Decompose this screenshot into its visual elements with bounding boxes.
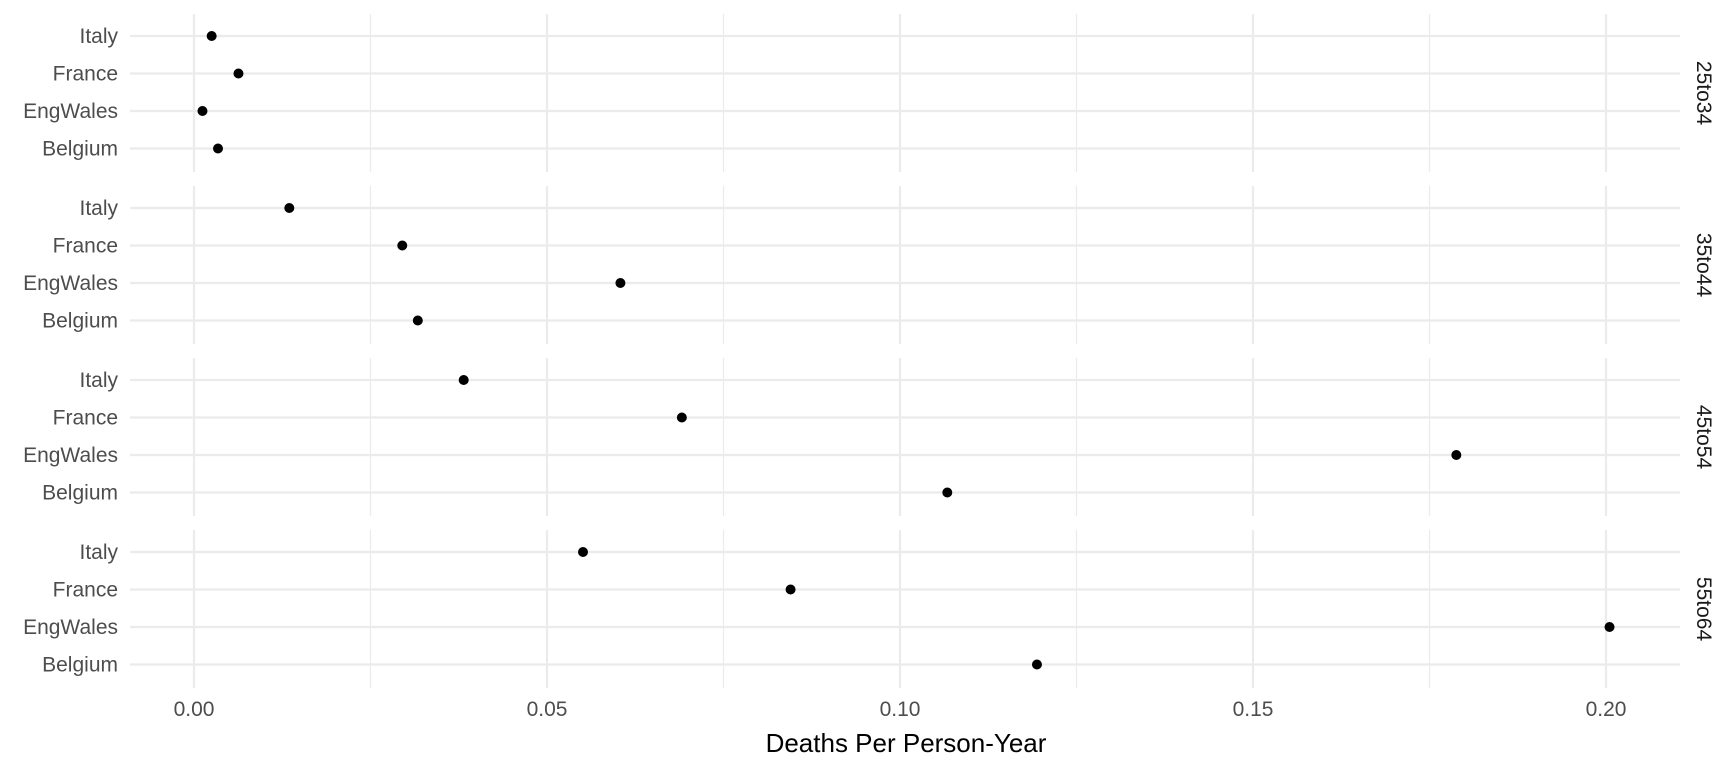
x-tick-label: 0.15 xyxy=(1233,698,1274,721)
data-point-25to34-italy xyxy=(206,31,217,41)
y-tick-label-france: France xyxy=(53,407,118,430)
data-point-25to34-engwales xyxy=(197,106,208,116)
x-tick-label: 0.05 xyxy=(527,698,568,721)
data-point-45to54-italy xyxy=(458,375,469,385)
y-tick-label-engwales: EngWales xyxy=(23,100,118,123)
panel-55to64: Italy France EngWales Belgium 55to64 xyxy=(23,530,1715,688)
data-point-35to44-italy xyxy=(284,203,295,213)
data-point-35to44-france xyxy=(397,240,408,251)
data-point-55to64-belgium xyxy=(1031,659,1042,670)
y-tick-label-belgium: Belgium xyxy=(42,310,118,333)
facet-strip-label: 55to64 xyxy=(1692,577,1715,642)
y-tick-label-italy: Italy xyxy=(79,369,118,392)
y-tick-label-belgium: Belgium xyxy=(42,654,118,677)
data-point-45to54-france xyxy=(676,412,687,423)
x-tick-label: 0.00 xyxy=(174,698,215,721)
data-point-45to54-belgium xyxy=(942,487,953,498)
data-point-55to64-engwales xyxy=(1604,622,1615,632)
data-point-45to54-engwales xyxy=(1451,450,1462,460)
data-point-55to64-italy xyxy=(578,547,589,557)
y-tick-label-engwales: EngWales xyxy=(23,616,118,639)
panels: Italy France EngWales Belgium 25to34 Italy Fra… xyxy=(23,14,1715,688)
panel-45to54: Italy France EngWales Belgium 45to54 xyxy=(23,358,1715,516)
facet-strip-label: 25to34 xyxy=(1692,61,1715,126)
x-tick-label: 0.10 xyxy=(880,698,921,721)
x-tick-label: 0.20 xyxy=(1586,698,1627,721)
y-tick-label-italy: Italy xyxy=(79,197,118,220)
facet-strip-label: 45to54 xyxy=(1692,405,1715,470)
y-tick-label-engwales: EngWales xyxy=(23,444,118,467)
x-axis-title: Deaths Per Person-Year xyxy=(766,728,1047,758)
panel-35to44: Italy France EngWales Belgium 35to44 xyxy=(23,186,1715,344)
data-point-55to64-france xyxy=(785,584,796,595)
y-tick-label-italy: Italy xyxy=(79,541,118,564)
panel-25to34: Italy France EngWales Belgium 25to34 xyxy=(23,14,1715,172)
data-point-25to34-france xyxy=(233,68,244,79)
facet-strip-label: 35to44 xyxy=(1692,233,1715,298)
y-tick-label-france: France xyxy=(53,579,118,602)
y-tick-label-engwales: EngWales xyxy=(23,272,118,295)
y-tick-label-belgium: Belgium xyxy=(42,482,118,505)
y-tick-label-france: France xyxy=(53,63,118,86)
data-point-35to44-engwales xyxy=(615,278,626,288)
y-tick-label-italy: Italy xyxy=(79,25,118,48)
x-axis: 0.00 0.05 0.10 0.15 0.20 xyxy=(174,698,1627,721)
data-point-35to44-belgium xyxy=(412,315,423,326)
y-tick-label-france: France xyxy=(53,235,118,258)
data-point-25to34-belgium xyxy=(213,143,224,154)
y-tick-label-belgium: Belgium xyxy=(42,138,118,161)
